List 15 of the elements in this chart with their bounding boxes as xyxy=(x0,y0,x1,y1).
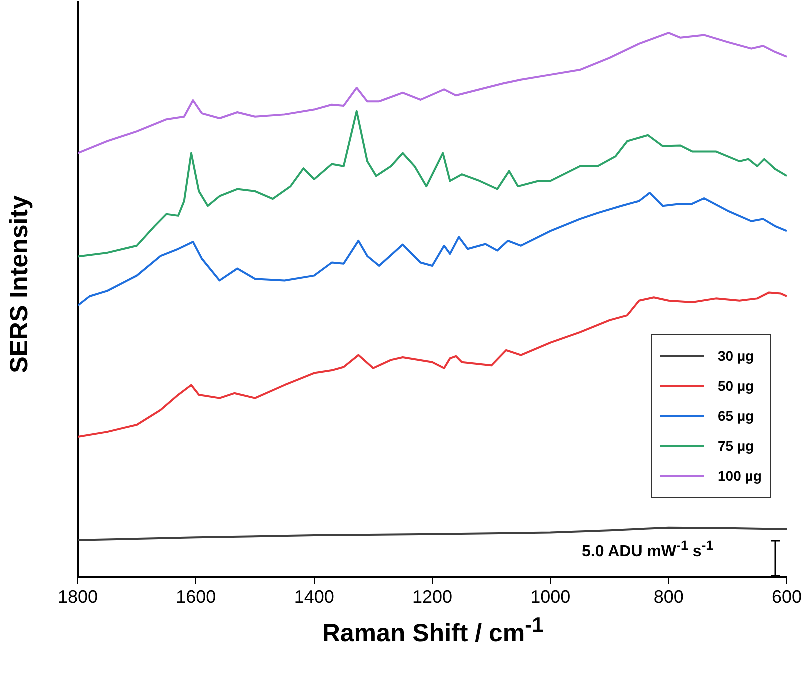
x-tick-label: 1200 xyxy=(412,587,453,608)
x-tick-label: 1800 xyxy=(58,587,98,608)
legend-label: 50 µg xyxy=(718,378,754,394)
legend-label: 100 µg xyxy=(718,468,762,484)
x-tick-label: 1000 xyxy=(530,587,571,608)
legend-label: 75 µg xyxy=(718,438,754,454)
x-tick-label: 1400 xyxy=(294,587,334,608)
y-axis-title: SERS Intensity xyxy=(6,194,34,376)
x-tick-label: 600 xyxy=(772,587,802,608)
x-axis-title: Raman Shift / cm$^{-1}$ xyxy=(321,614,545,648)
annotation: 5.0 ADU mW$^{-1}$ s$^{-1}$ xyxy=(582,538,714,562)
x-tick-label: 800 xyxy=(654,587,684,608)
legend-label: 65 µg xyxy=(718,408,754,424)
legend-label: 30 µg xyxy=(718,348,754,364)
x-tick-label: 1600 xyxy=(176,587,216,608)
